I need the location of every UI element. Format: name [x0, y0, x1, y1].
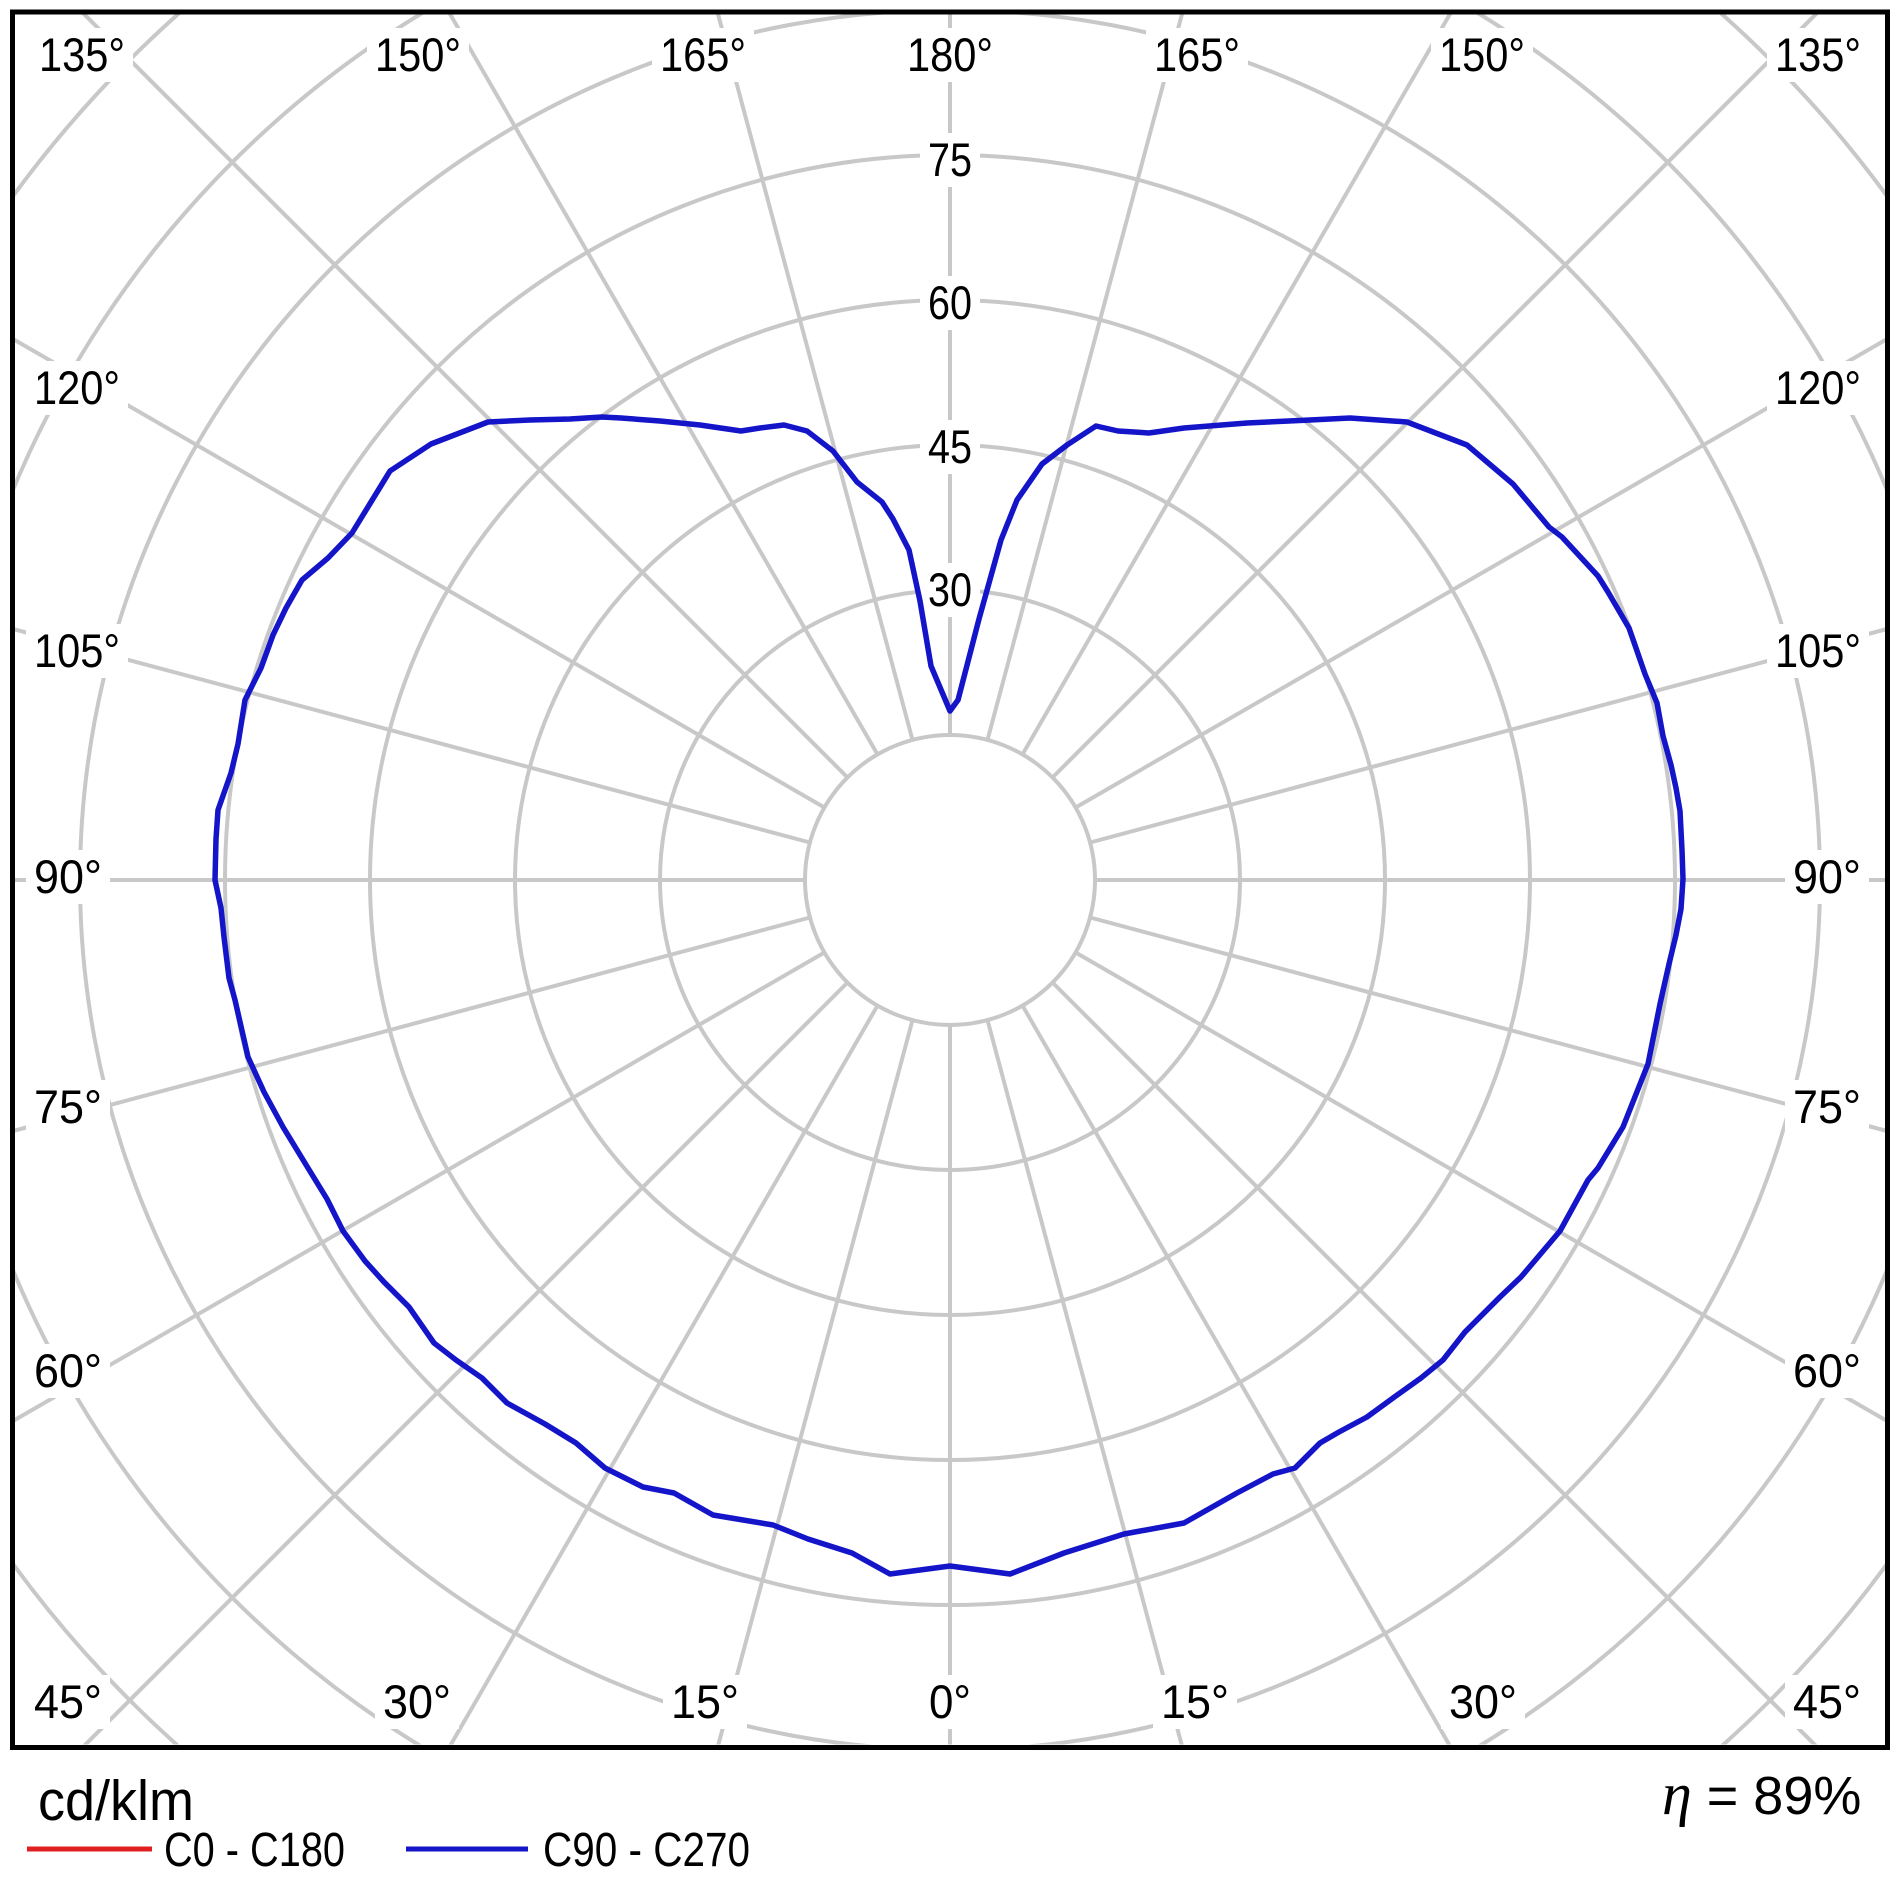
svg-text:135°: 135°	[1775, 28, 1861, 81]
svg-text:165°: 165°	[660, 28, 746, 81]
svg-text:90°: 90°	[34, 850, 102, 903]
svg-text:60: 60	[928, 276, 972, 329]
svg-text:0°: 0°	[929, 1675, 971, 1728]
svg-text:135°: 135°	[39, 28, 125, 81]
svg-text:165°: 165°	[1154, 28, 1240, 81]
svg-text:cd/klm: cd/klm	[38, 1769, 194, 1833]
svg-text:180°: 180°	[907, 28, 993, 81]
svg-text:75: 75	[928, 133, 972, 186]
svg-text:C90 - C270: C90 - C270	[543, 1824, 750, 1877]
svg-text:120°: 120°	[34, 361, 120, 414]
svg-text:150°: 150°	[1439, 28, 1525, 81]
svg-text:45°: 45°	[34, 1675, 102, 1728]
svg-text:90°: 90°	[1793, 850, 1861, 903]
svg-text:30: 30	[928, 563, 972, 616]
svg-text:C0 - C180: C0 - C180	[164, 1824, 345, 1877]
svg-text:30°: 30°	[1449, 1675, 1517, 1728]
svg-text:15°: 15°	[1161, 1675, 1229, 1728]
svg-text:150°: 150°	[375, 28, 461, 81]
svg-text:45°: 45°	[1793, 1675, 1861, 1728]
svg-text:45: 45	[928, 420, 972, 473]
svg-text:105°: 105°	[34, 624, 120, 677]
svg-text:60°: 60°	[34, 1344, 102, 1397]
svg-text:105°: 105°	[1775, 624, 1861, 677]
svg-text:120°: 120°	[1775, 361, 1861, 414]
svg-text:75°: 75°	[34, 1080, 102, 1133]
svg-text:75°: 75°	[1793, 1080, 1861, 1133]
svg-text:η = 89%: η = 89%	[1662, 1761, 1861, 1827]
svg-text:15°: 15°	[671, 1675, 739, 1728]
svg-text:60°: 60°	[1793, 1344, 1861, 1397]
svg-text:30°: 30°	[383, 1675, 451, 1728]
